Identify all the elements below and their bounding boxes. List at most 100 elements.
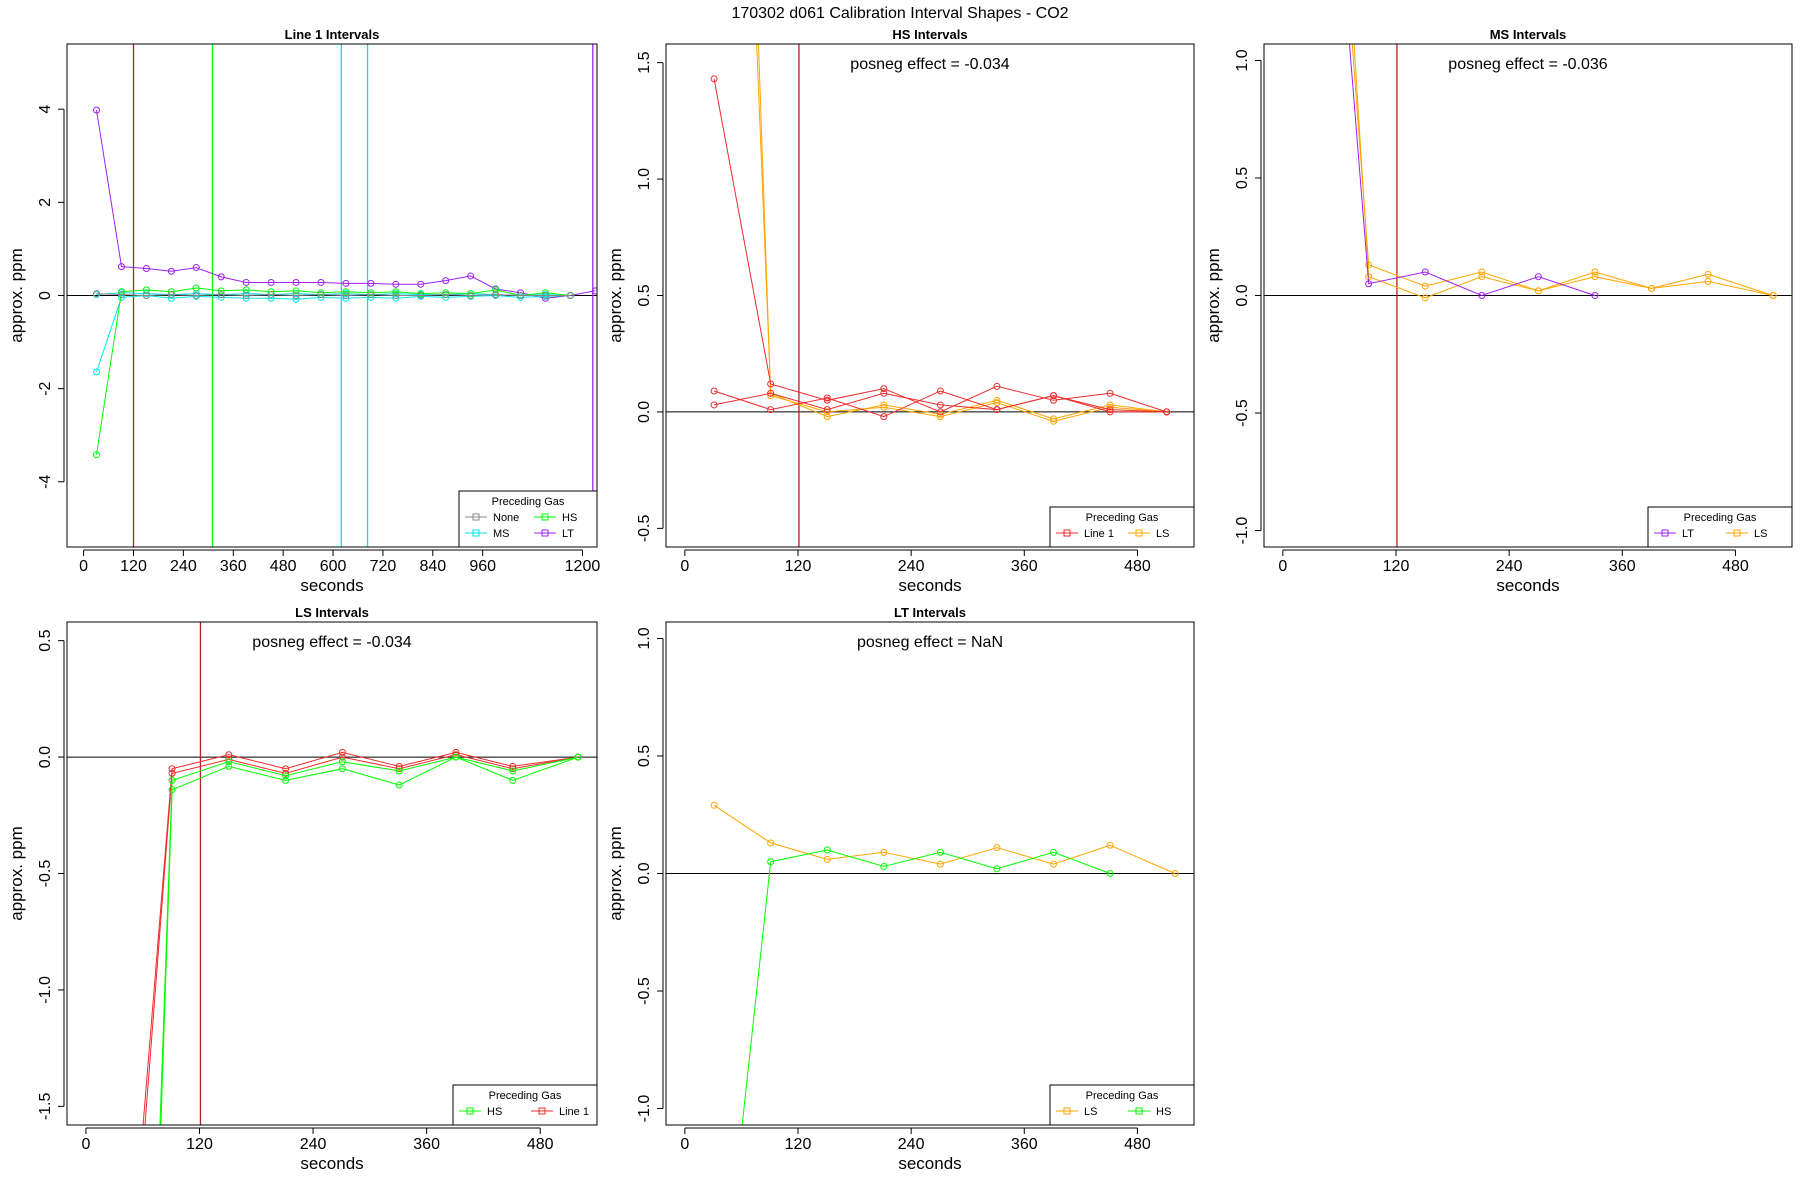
y-tick-label: -0.5 <box>1234 399 1251 427</box>
x-axis-label: seconds <box>898 576 961 595</box>
data-point <box>1351 34 1357 40</box>
legend-title: Preceding Gas <box>1684 512 1757 524</box>
data-point <box>541 292 549 299</box>
x-tick-label: 360 <box>1011 1136 1038 1153</box>
data-point <box>1050 392 1058 400</box>
legend-title: Preceding Gas <box>492 496 565 508</box>
data-point <box>1106 406 1114 414</box>
data-point <box>395 765 403 773</box>
data-point <box>936 410 944 418</box>
data-point <box>880 848 888 856</box>
plot-area <box>67 622 597 1125</box>
data-point <box>367 279 375 287</box>
data-point <box>93 290 101 298</box>
data-point <box>1769 292 1777 299</box>
data-point <box>767 389 775 397</box>
x-tick-label: 480 <box>1722 558 1749 575</box>
data-point <box>1478 273 1486 281</box>
data-point <box>452 748 460 756</box>
y-tick-label: 0.5 <box>636 284 653 306</box>
data-point <box>767 839 775 847</box>
series-line <box>159 756 579 1125</box>
data-point <box>1365 280 1373 288</box>
data-point <box>767 380 775 388</box>
x-tick-label: 120 <box>186 1136 213 1153</box>
data-point <box>936 860 944 868</box>
data-point <box>168 776 176 784</box>
data-point <box>993 844 1001 852</box>
data-point <box>225 755 233 763</box>
x-tick-label: 480 <box>527 1136 554 1153</box>
data-point <box>936 401 944 409</box>
data-point <box>767 406 775 414</box>
data-point <box>936 413 944 421</box>
plot-frame <box>665 43 1195 548</box>
data-point <box>1050 848 1058 856</box>
x-tick-label: 960 <box>469 558 496 575</box>
data-point <box>1591 273 1599 281</box>
legend-key-marker <box>1063 529 1071 537</box>
y-tick-label: 4 <box>37 105 54 114</box>
data-point <box>467 272 475 280</box>
data-point <box>1050 417 1058 425</box>
data-point <box>142 290 150 298</box>
plot-frame <box>1263 43 1793 548</box>
x-tick-label: 0 <box>1278 558 1287 575</box>
panel-title: Line 1 Intervals <box>285 27 380 42</box>
panel-title: LS Intervals <box>295 605 369 620</box>
data-point <box>936 387 944 395</box>
data-point <box>1050 415 1058 423</box>
y-tick-label: 0.0 <box>636 862 653 884</box>
data-point <box>880 389 888 397</box>
data-point <box>1050 860 1058 868</box>
data-point <box>1478 268 1486 276</box>
legend-box <box>1647 506 1793 548</box>
data-point <box>823 394 831 402</box>
y-tick-label: 0.0 <box>37 746 54 768</box>
data-point <box>492 286 500 294</box>
data-point <box>142 264 150 272</box>
x-tick-label: 600 <box>320 558 347 575</box>
plot-area <box>67 44 597 547</box>
data-point <box>1106 401 1114 409</box>
x-tick-label: 360 <box>1609 558 1636 575</box>
legend-key-marker <box>1063 1107 1071 1115</box>
data-point <box>517 293 525 301</box>
x-tick-label: 480 <box>1124 558 1151 575</box>
x-tick-label: 1200 <box>565 558 601 575</box>
data-point <box>452 751 460 759</box>
data-point <box>442 291 450 299</box>
y-tick-label: 0.5 <box>37 629 54 651</box>
figure-title: 170302 d061 Calibration Interval Shapes … <box>731 5 1068 22</box>
data-point <box>282 772 290 780</box>
data-point <box>1106 870 1114 877</box>
plot-area <box>1264 34 1792 547</box>
data-point <box>167 267 175 275</box>
series-line <box>713 78 1167 413</box>
data-point <box>993 406 1001 414</box>
y-axis-label: approx. ppm <box>7 248 26 343</box>
legend-key-marker <box>541 513 549 521</box>
legend-entry-label: HS <box>562 512 577 524</box>
y-tick-label: 1.0 <box>1234 49 1251 71</box>
data-point <box>467 290 475 298</box>
data-point <box>738 1129 744 1135</box>
data-point <box>823 408 831 416</box>
legend-key-marker <box>472 513 480 521</box>
y-tick-label: 0.0 <box>1234 284 1251 306</box>
legend-entry-label: LS <box>1084 1106 1097 1118</box>
x-tick-label: 360 <box>220 558 247 575</box>
data-point <box>93 451 101 459</box>
legend-key-marker <box>541 529 549 537</box>
series-line <box>96 287 571 455</box>
legend-box <box>1049 1084 1195 1126</box>
legend-box <box>452 1084 598 1126</box>
plot-frame <box>66 621 598 1126</box>
data-point <box>142 292 150 299</box>
y-tick-label: -1.5 <box>37 1092 54 1120</box>
data-point <box>317 289 325 297</box>
data-point <box>1648 284 1656 292</box>
legend-entry-label: HS <box>487 1106 502 1118</box>
y-tick-label: -4 <box>37 475 54 489</box>
x-tick-label: 120 <box>785 1136 812 1153</box>
